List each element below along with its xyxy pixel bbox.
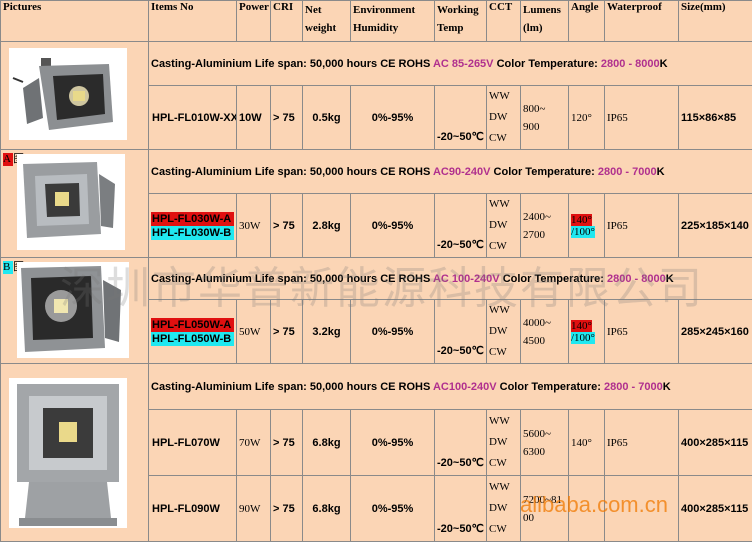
group-description: Casting-Aluminium Life span: 50,000 hour… <box>148 257 752 300</box>
lumens-cell: 800~ 900 <box>520 85 569 150</box>
lumens-cell: 4000~ 4500 <box>520 299 569 364</box>
col-header-size: Size(mm) <box>678 0 752 42</box>
angle-cell: 120° <box>568 85 605 150</box>
group-description: Casting-Aluminium Life span: 50,000 hour… <box>148 363 752 410</box>
lumens-cell: 7200~81 00 <box>520 475 569 542</box>
cct-cell: WW DW CW <box>486 299 521 364</box>
table-row: HPL-FL050W-A HPL-FL050W-B 50W > 75 3.2kg… <box>1 299 752 364</box>
col-header-pictures: Pictures <box>0 0 149 42</box>
weight-cell: 2.8kg <box>302 193 351 258</box>
weight-cell: 6.8kg <box>302 475 351 542</box>
cri-cell: > 75 <box>270 409 303 476</box>
col-header-items-no: Items No <box>148 0 237 42</box>
power-cell: 10W <box>236 85 271 150</box>
temp-cell: -20~50℃ <box>434 409 487 476</box>
cct-cell: WW DW CW <box>486 475 521 542</box>
image-tag-b: B 图 <box>3 261 25 274</box>
group-desc-row: Casting-Aluminium Life span: 50,000 hour… <box>0 41 752 150</box>
cct-cell: WW DW CW <box>486 193 521 258</box>
waterproof-cell <box>604 475 679 542</box>
weight-cell: 6.8kg <box>302 409 351 476</box>
cri-cell: > 75 <box>270 193 303 258</box>
image-tag-a: A 图 <box>3 153 25 166</box>
model-cell: HPL-FL070W <box>148 409 237 476</box>
group-desc-row: A 图 Casting-Aluminium Life span: 50,000 … <box>0 149 752 258</box>
group-description: Casting-Aluminium Life span: 50,000 hour… <box>148 149 752 194</box>
product-image-cell: B 图 <box>0 257 149 364</box>
humidity-cell: 0%-95% <box>350 409 435 476</box>
lumens-cell: 2400~ 2700 <box>520 193 569 258</box>
temp-cell: -20~50℃ <box>434 85 487 150</box>
model-cell: HPL-FL090W <box>148 475 237 542</box>
power-cell: 30W <box>236 193 271 258</box>
angle-cell: 140°/100° <box>568 193 605 258</box>
humidity-cell: 0%-95% <box>350 85 435 150</box>
group-desc-row: Casting-Aluminium Life span: 50,000 hour… <box>0 363 752 542</box>
lumens-cell: 5600~ 6300 <box>520 409 569 476</box>
size-cell: 225×185×140 <box>678 193 752 258</box>
cct-cell: WW DW CW <box>486 409 521 476</box>
cri-cell: > 75 <box>270 85 303 150</box>
power-cell: 70W <box>236 409 271 476</box>
power-cell: 90W <box>236 475 271 542</box>
table-row: HPL-FL010W-XX 10W > 75 0.5kg 0%-95% -20~… <box>1 85 752 150</box>
size-cell: 400×285×115 <box>678 475 752 542</box>
header-row: Pictures Items No Power CRI Net weight E… <box>0 0 752 42</box>
temp-cell: -20~50℃ <box>434 475 487 542</box>
waterproof-cell: IP65 <box>604 193 679 258</box>
table-row: HPL-FL090W 90W > 75 6.8kg 0%-95% -20~50℃… <box>1 475 752 542</box>
weight-cell: 3.2kg <box>302 299 351 364</box>
product-image-cell <box>0 363 149 542</box>
angle-cell: 140° <box>568 409 605 476</box>
angle-cell: 140°/100° <box>568 299 605 364</box>
product-image-cell <box>0 41 149 150</box>
col-header-angle: Angle <box>568 0 605 42</box>
col-header-net-weight: Net weight <box>302 0 351 42</box>
model-cell: HPL-FL050W-A HPL-FL050W-B <box>148 299 237 364</box>
waterproof-cell: IP65 <box>604 409 679 476</box>
cct-cell: WW DW CW <box>486 85 521 150</box>
humidity-cell: 0%-95% <box>350 299 435 364</box>
col-header-waterproof: Waterproof <box>604 0 679 42</box>
floodlight-10w-image <box>9 48 127 140</box>
angle-cell <box>568 475 605 542</box>
size-cell: 115×86×85 <box>678 85 752 150</box>
group-desc-row: B 图 Casting-Aluminium Life span: 50,000 … <box>0 257 752 364</box>
weight-cell: 0.5kg <box>302 85 351 150</box>
col-header-cct: CCT <box>486 0 521 42</box>
col-header-working-temp: Working Temp <box>434 0 487 42</box>
cri-cell: > 75 <box>270 299 303 364</box>
cri-cell: > 75 <box>270 475 303 542</box>
size-cell: 285×245×160 <box>678 299 752 364</box>
group-description: Casting-Aluminium Life span: 50,000 hour… <box>148 41 752 86</box>
table-row: HPL-FL070W 70W > 75 6.8kg 0%-95% -20~50℃… <box>1 409 752 476</box>
col-header-env-humidity: Environment Humidity <box>350 0 435 42</box>
floodlight-50w-image <box>17 262 129 358</box>
model-cell: HPL-FL030W-A HPL-FL030W-B <box>148 193 237 258</box>
temp-cell: -20~50℃ <box>434 193 487 258</box>
floodlight-70w-image <box>9 378 127 528</box>
waterproof-cell: IP65 <box>604 85 679 150</box>
humidity-cell: 0%-95% <box>350 193 435 258</box>
model-cell: HPL-FL010W-XX <box>148 85 237 150</box>
col-header-power: Power <box>236 0 271 42</box>
floodlight-30w-image <box>17 154 125 250</box>
temp-cell: -20~50℃ <box>434 299 487 364</box>
size-cell: 400×285×115 <box>678 409 752 476</box>
waterproof-cell: IP65 <box>604 299 679 364</box>
col-header-cri: CRI <box>270 0 303 42</box>
power-cell: 50W <box>236 299 271 364</box>
humidity-cell: 0%-95% <box>350 475 435 542</box>
product-image-cell: A 图 <box>0 149 149 258</box>
col-header-lumens: Lumens (lm) <box>520 0 569 42</box>
